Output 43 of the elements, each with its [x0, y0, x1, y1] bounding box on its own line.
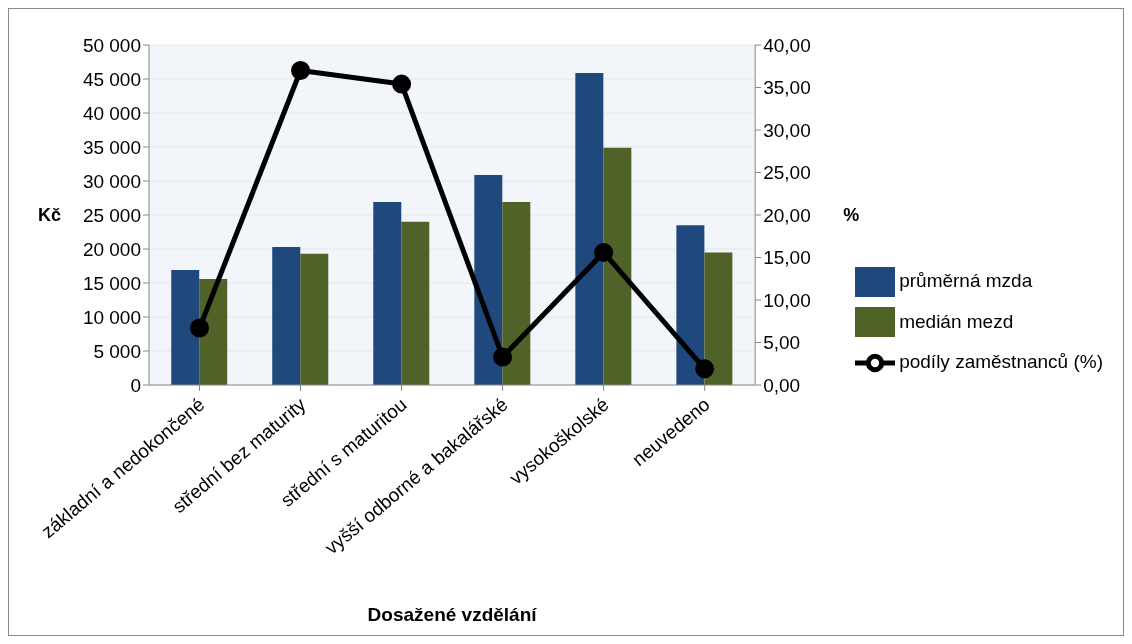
y-tick-label: 35 000 — [82, 136, 141, 158]
point — [594, 242, 614, 262]
y-tick-label: 50 000 — [82, 34, 141, 56]
y2-tick-label: 5,00 — [763, 332, 801, 354]
y-tick-label: 0 — [130, 374, 141, 396]
y-tick-label: 45 000 — [82, 68, 141, 90]
point — [392, 74, 412, 94]
y2-tick-label: 40,00 — [763, 34, 811, 56]
bar — [474, 174, 503, 385]
y-tick-label: 15 000 — [82, 272, 141, 294]
y-axis-title: Kč — [37, 205, 61, 226]
bar — [373, 202, 402, 385]
bar — [676, 225, 705, 385]
y2-axis-title: % — [843, 205, 860, 226]
legend-label: medián mezd — [899, 310, 1014, 332]
y2-tick-label: 0,00 — [763, 374, 801, 396]
y2-tick-label: 10,00 — [763, 289, 811, 311]
y2-tick-label: 15,00 — [763, 247, 811, 269]
legend-label: podíly zaměstnanců (%) — [899, 351, 1103, 373]
bar — [272, 246, 301, 385]
y-tick-label: 25 000 — [82, 204, 141, 226]
y-tick-label: 20 000 — [82, 238, 141, 260]
y-tick-label: 10 000 — [82, 306, 141, 328]
y-tick-label: 40 000 — [82, 102, 141, 124]
y2-tick-label: 25,00 — [763, 162, 811, 184]
point — [493, 347, 513, 367]
y2-tick-label: 20,00 — [763, 204, 811, 226]
x-axis-title: Dosažené vzdělání — [367, 604, 538, 625]
point — [190, 318, 210, 338]
y2-tick-label: 35,00 — [763, 77, 811, 99]
bar — [603, 147, 632, 385]
y-tick-label: 30 000 — [82, 170, 141, 192]
bar — [704, 252, 733, 385]
bar — [575, 72, 604, 385]
bar — [401, 221, 430, 385]
y2-tick-label: 30,00 — [763, 119, 811, 141]
y-tick-label: 5 000 — [93, 340, 141, 362]
point — [291, 61, 311, 80]
bar — [300, 253, 329, 385]
legend-label: průměrná mzda — [899, 269, 1033, 291]
point — [695, 359, 715, 379]
bar — [502, 202, 531, 385]
bar — [171, 270, 200, 385]
